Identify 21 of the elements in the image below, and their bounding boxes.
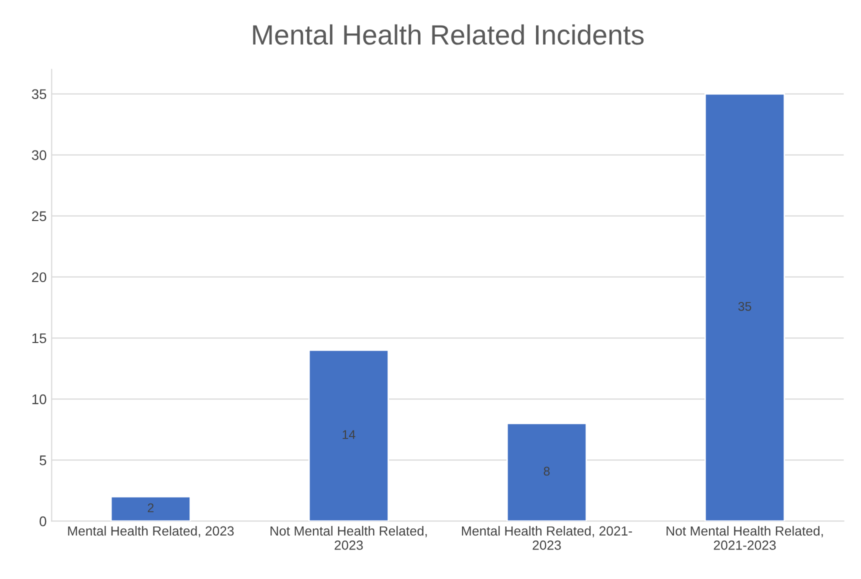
y-tick-label: 0 [40, 516, 46, 526]
bar [110, 496, 191, 522]
y-tick-label: 35 [32, 89, 46, 100]
y-tick-label: 20 [32, 272, 46, 282]
data-label: 14 [342, 430, 356, 439]
y-tick-label: 5 [40, 456, 46, 466]
chart-title: Mental Health Related Incidents [253, 24, 644, 45]
x-tick-label: Not Mental Health Related, 2021-2023 [666, 526, 823, 550]
bar [506, 422, 588, 522]
data-label: 35 [738, 302, 752, 311]
x-tick-label: Mental Health Related, 2023 [68, 526, 234, 538]
x-tick-label: Mental Health Related, 2021- 2023 [462, 526, 632, 550]
data-label: 8 [544, 466, 550, 476]
y-tick-label: 30 [32, 150, 46, 160]
y-tick-label: 15 [32, 333, 46, 344]
x-tick-label: Not Mental Health Related, 2023 [270, 526, 427, 550]
y-tick-label: 10 [32, 394, 46, 404]
bar [704, 93, 786, 522]
y-tick-label: 25 [32, 211, 46, 222]
bar [308, 350, 390, 522]
data-label: 2 [148, 503, 154, 512]
